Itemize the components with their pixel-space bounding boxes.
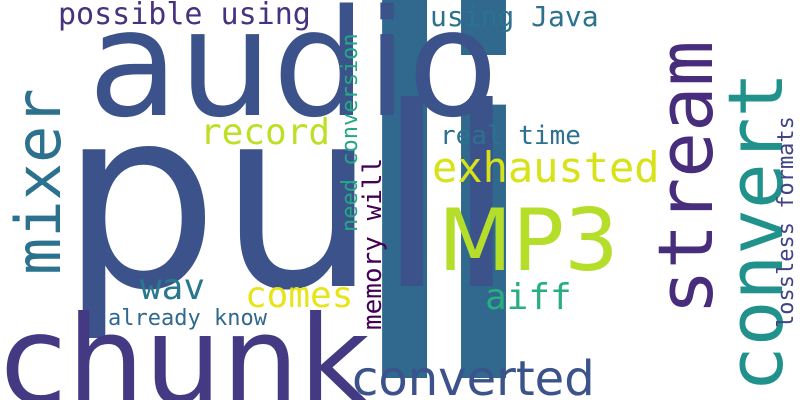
word-using-java: using Java bbox=[430, 0, 599, 33]
word-mp3: MP3 bbox=[438, 191, 619, 291]
word-chunk: chunk bbox=[0, 290, 370, 400]
word-lossless-formats: lossless formats bbox=[774, 116, 799, 328]
word-pull: pull bbox=[60, 54, 517, 345]
word-converted: converted bbox=[352, 351, 595, 400]
word-aiff: aiff bbox=[485, 277, 572, 318]
word-wav: wav bbox=[140, 267, 206, 308]
word-real-time: real time bbox=[440, 121, 581, 151]
word-already-know: already know bbox=[108, 306, 267, 331]
word-audio: audio bbox=[88, 0, 499, 150]
word-record: record bbox=[200, 112, 331, 153]
word-comes: comes bbox=[245, 275, 354, 316]
word-need-conversion: need conversion bbox=[338, 33, 363, 232]
word-mixer: mixer bbox=[2, 88, 75, 275]
word-possible-using: possible using bbox=[58, 0, 311, 32]
word-memory-will: memory will bbox=[358, 157, 388, 330]
word-exhausted: exhausted bbox=[432, 143, 660, 192]
